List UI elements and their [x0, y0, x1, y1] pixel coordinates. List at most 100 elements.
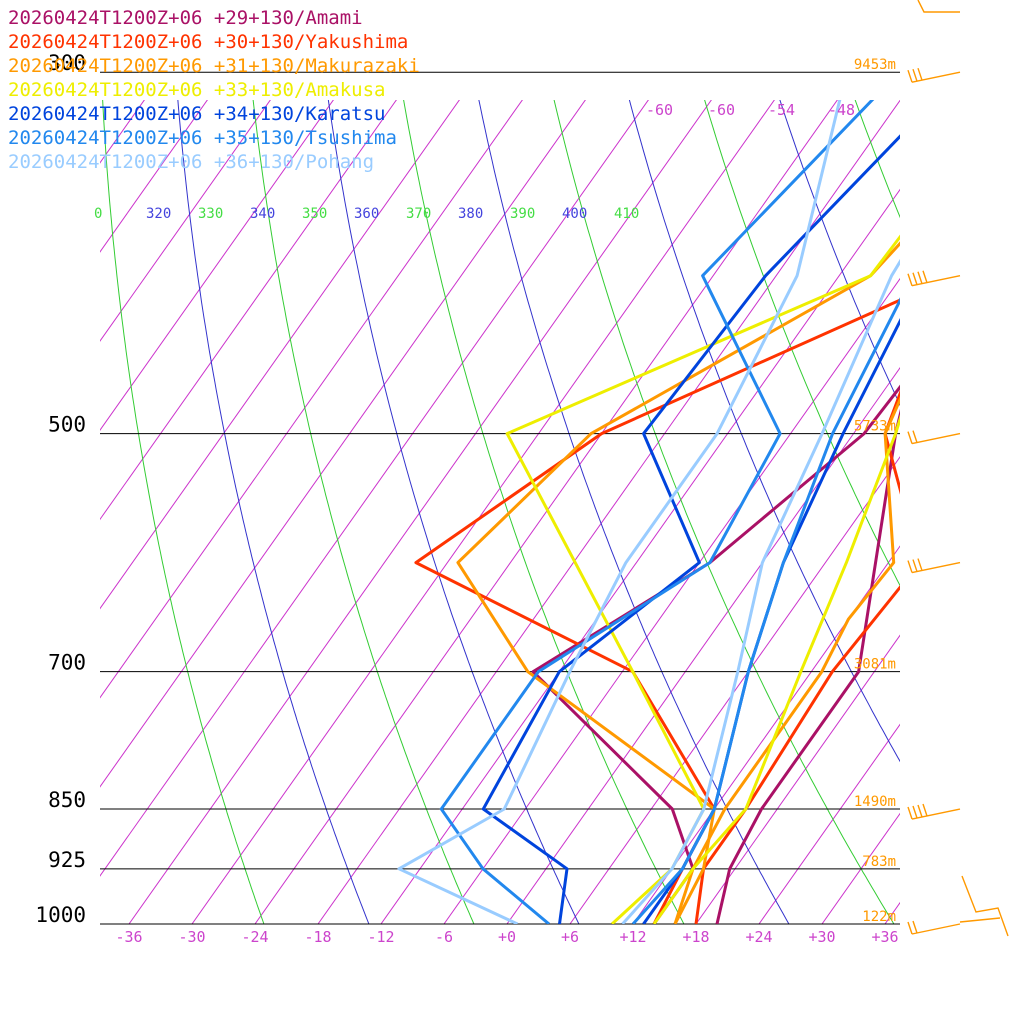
dry-adiabat-line: [403, 100, 685, 924]
height-label: 1490m: [854, 794, 896, 810]
dewpoint-profile-line: [505, 234, 900, 924]
wind-barb-flag: [912, 272, 918, 285]
isotherm-line: [100, 100, 586, 788]
wind-barb-flag: [917, 67, 923, 81]
height-label: 783m: [862, 854, 896, 870]
wind-barb-flag: [912, 559, 918, 572]
pressure-label: 300: [48, 51, 86, 75]
dewpoint-profile-line: [531, 384, 900, 924]
wind-barb-flag: [907, 560, 913, 573]
temperature-tick-label: -24: [241, 928, 268, 946]
theta-label: 400: [562, 206, 587, 222]
temperature-profile-line: [652, 414, 900, 924]
wind-barb-flag: [917, 804, 923, 818]
wind-barb-staff: [911, 432, 961, 445]
isotherm-line: [128, 100, 712, 924]
wind-barb: [959, 875, 1009, 937]
legend-entry: 20260424T1200Z+06 +34+130/Karatsu: [8, 103, 386, 125]
wind-barb-staff: [911, 561, 961, 574]
dewpoint-profile-line: [439, 100, 875, 924]
theta-label: 0: [94, 206, 102, 222]
isotherm-label: -54: [768, 101, 795, 119]
isotherm-line: [821, 812, 900, 924]
theta-label: 340: [250, 206, 275, 222]
height-label: 122m: [862, 909, 896, 925]
background-grid: [100, 0, 1024, 924]
dry-adiabat-line: [958, 0, 1024, 924]
isotherm-line: [100, 100, 460, 610]
temperature-tick-label: +18: [682, 928, 709, 946]
dewpoint-profile-line: [397, 100, 842, 924]
wind-barb-flag: [922, 803, 928, 817]
wind-barb-staff: [911, 71, 961, 83]
temperature-profile-line: [694, 389, 900, 924]
temperature-tick-label: -30: [178, 928, 205, 946]
height-label: 5733m: [854, 419, 896, 435]
isotherm-line: [100, 100, 649, 877]
isotherm-line: [506, 367, 900, 924]
wind-barb-flag: [917, 558, 923, 571]
wind-barb-flag: [907, 431, 913, 444]
dry-adiabat-line: [851, 0, 1024, 924]
height-label: 3081m: [854, 657, 896, 673]
theta-label: 390: [510, 206, 535, 222]
wind-barb-staff: [911, 275, 961, 287]
wind-barb: [907, 558, 961, 574]
wind-barb-flag: [907, 921, 913, 935]
isotherm-line: [632, 545, 900, 924]
wind-barb-staff: [961, 875, 1009, 937]
temperature-tick-label: -12: [367, 928, 394, 946]
theta-label: 410: [614, 206, 639, 222]
pressure-label: 850: [48, 788, 86, 812]
dry-adiabat-line: [1012, 0, 1024, 924]
wind-barb-staff: [911, 923, 961, 935]
wind-barb: [907, 430, 961, 445]
legend-entry: 20260424T1200Z+06 +33+130/Amakusa: [8, 79, 386, 101]
legend: 20260424T1200Z+06 +29+130/Amami 20260424T…: [8, 7, 420, 173]
temperature-tick-label: +6: [561, 928, 579, 946]
isotherm-line: [380, 188, 900, 924]
wind-barb-flag: [907, 273, 913, 286]
theta-label: 320: [146, 206, 171, 222]
wind-barbs: [907, 0, 1009, 937]
wind-barb: [907, 67, 961, 83]
legend-entry: 20260424T1200Z+06 +36+130/Pohang: [8, 151, 374, 173]
theta-label: 360: [354, 206, 379, 222]
isotherm-line: [191, 100, 775, 924]
isotherm-line: [443, 277, 900, 924]
wind-barb-flag: [917, 271, 923, 284]
temperature-profile-line: [673, 396, 900, 924]
isotherm-line: [317, 100, 900, 924]
temperature-tick-label: +12: [619, 928, 646, 946]
wind-barb-flag: [907, 806, 913, 820]
temperature-tick-label: +36: [871, 928, 898, 946]
wind-barb-flag: [912, 430, 918, 443]
temperature-tick-label: +24: [745, 928, 772, 946]
pressure-label: 700: [48, 651, 86, 675]
dry-adiabat-line: [553, 100, 895, 924]
isotherm-line: [100, 100, 523, 699]
dry-adiabat-line: [628, 100, 900, 763]
theta-label: 380: [458, 206, 483, 222]
wind-barb-flag: [912, 68, 918, 82]
isotherm-line: [884, 901, 900, 924]
temperature-profile-line: [715, 408, 900, 924]
dry-adiabat-line: [177, 100, 370, 924]
pressure-label: 1000: [35, 903, 86, 927]
wind-barb-flag: [912, 805, 918, 819]
wind-barb: [917, 0, 960, 13]
dry-adiabat-line: [327, 100, 580, 924]
pressure-label: 500: [48, 413, 86, 437]
temperature-tick-label: +0: [498, 928, 516, 946]
dry-adiabat-line: [704, 100, 900, 587]
isotherm-line: [695, 634, 900, 924]
wind-barb-staff: [911, 808, 961, 820]
wind-barb-staff: [917, 0, 960, 13]
dry-adiabat-line: [102, 100, 265, 924]
temperature-profile-line: [621, 258, 900, 924]
isotherm-label: -60: [646, 101, 673, 119]
wind-barb: [907, 920, 961, 935]
wind-barb-flag: [912, 920, 918, 934]
isobar-lines: [100, 71, 900, 925]
legend-entry: 20260424T1200Z+06 +29+130/Amami: [8, 7, 363, 29]
